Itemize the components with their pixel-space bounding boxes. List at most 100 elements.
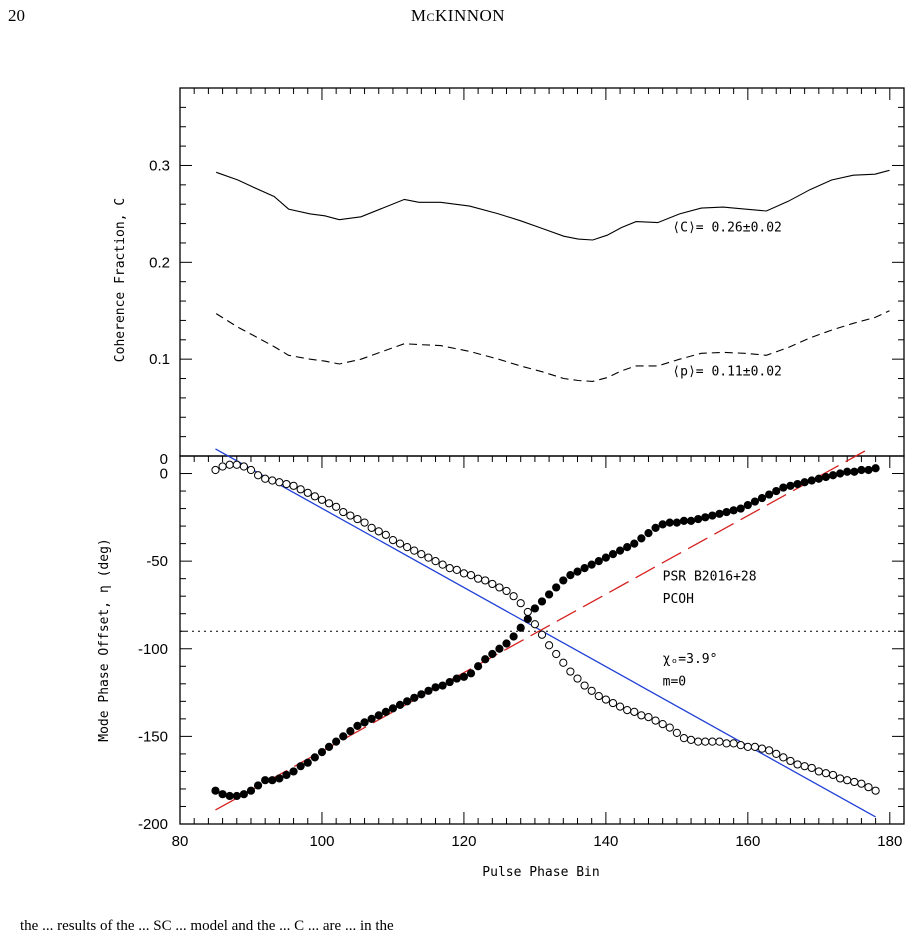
filled-point [630, 539, 639, 548]
open-point [495, 583, 504, 592]
top-panel-frame [179, 87, 905, 457]
open-point [417, 550, 426, 559]
open-point [275, 478, 284, 487]
coherence-fraction-line [216, 169, 890, 241]
open-point [282, 479, 291, 489]
open-point [218, 462, 227, 471]
open-point [459, 569, 469, 578]
filled-point [800, 478, 809, 487]
open-point [452, 565, 461, 575]
open-point [474, 574, 483, 583]
open-point [843, 776, 852, 785]
filled-point [566, 571, 575, 580]
top-y-tick-label: 0.2 [149, 254, 170, 271]
open-point [765, 746, 774, 755]
open-point [324, 499, 334, 508]
filled-point [722, 507, 731, 517]
open-point [701, 737, 710, 746]
open-point [559, 658, 568, 667]
x-tick-label: 80 [172, 833, 189, 850]
filled-point [871, 464, 880, 473]
filled-point [261, 776, 270, 785]
x-tick-label: 120 [451, 833, 476, 850]
bottom-y-tick-label: -50 [146, 553, 168, 570]
open-point [374, 527, 383, 536]
figure: 0.1 0.2 0.3 ⟨C⟩= 0.26±0.02 ⟨p⟩= 0.11±0.02 0 -… [97, 87, 905, 880]
filled-point [324, 742, 334, 751]
filled-point [857, 465, 866, 475]
filled-point [587, 560, 596, 569]
filled-point [793, 479, 802, 489]
top-y-tick-label: 0.3 [149, 157, 170, 174]
open-point [566, 667, 575, 676]
open-point [708, 737, 717, 746]
bottom-y-tick-label: -150 [138, 728, 168, 745]
filled-point [608, 550, 618, 559]
filled-point [637, 534, 646, 543]
open-point [481, 576, 490, 585]
chi-annotation: χₒ=3.9° [663, 652, 718, 667]
open-point [857, 779, 866, 788]
x-tick-label: 180 [877, 833, 902, 850]
filled-point [438, 681, 447, 690]
open-point [793, 760, 802, 769]
filled-point [644, 529, 653, 538]
open-point [736, 741, 745, 750]
filled-point [686, 516, 696, 525]
filled-point [282, 770, 291, 780]
filled-point [424, 686, 433, 695]
filled-point [537, 597, 547, 606]
filled-point [381, 707, 390, 716]
filled-point [836, 469, 845, 478]
top-panel-zero-label: 0 [160, 451, 168, 468]
filled-point [509, 632, 518, 641]
x-tick-label: 160 [735, 833, 760, 850]
open-point [757, 744, 767, 753]
filled-point [225, 791, 234, 801]
filled-point [211, 786, 220, 795]
open-point [850, 777, 859, 787]
filled-point [445, 677, 454, 687]
open-point [289, 481, 298, 490]
open-point [864, 783, 873, 792]
open-point [871, 786, 880, 795]
open-point [246, 465, 256, 475]
filled-point [488, 649, 497, 659]
open-point [332, 502, 341, 511]
filled-point [715, 509, 724, 518]
open-point [672, 728, 681, 737]
open-point [239, 462, 248, 471]
filled-point [346, 727, 355, 736]
filled-point [246, 786, 256, 795]
filled-point [694, 514, 703, 524]
open-point [807, 763, 816, 773]
open-point [722, 739, 731, 748]
open-point [665, 723, 674, 732]
filled-point [864, 465, 873, 475]
running-head: McKINNON [410, 6, 506, 25]
open-point [360, 518, 369, 527]
open-point [615, 702, 625, 711]
open-point [253, 471, 263, 480]
filled-point [431, 683, 440, 692]
filled-point [750, 497, 760, 506]
filled-point [353, 721, 362, 730]
filled-point [530, 604, 540, 613]
method-annotation: PCOH [663, 592, 694, 607]
filled-point [268, 776, 277, 785]
filled-point [772, 486, 781, 496]
open-point [310, 492, 319, 501]
filled-point [757, 493, 767, 503]
filled-point [779, 483, 788, 492]
open-point [537, 630, 547, 639]
filled-point [821, 472, 831, 482]
open-point [403, 543, 412, 552]
filled-point [481, 655, 490, 664]
filled-point [672, 518, 681, 527]
open-point [438, 560, 447, 569]
open-point [552, 649, 561, 659]
filled-point [388, 704, 398, 713]
open-point [381, 530, 390, 539]
open-point [431, 557, 440, 566]
filled-point [786, 481, 795, 490]
